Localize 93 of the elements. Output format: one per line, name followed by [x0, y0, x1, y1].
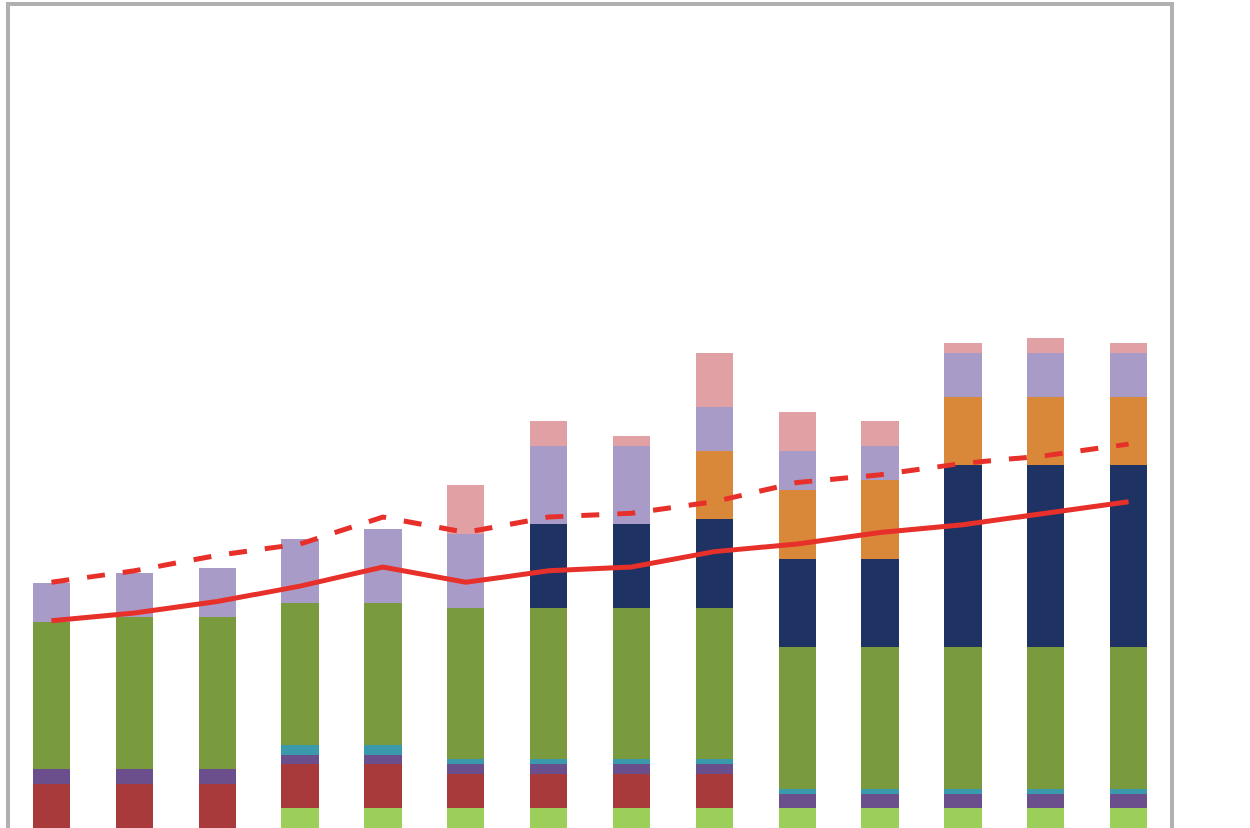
bar	[695, 764, 733, 775]
bar	[529, 759, 568, 765]
bar	[944, 465, 982, 647]
bar	[529, 524, 568, 608]
bar	[778, 411, 816, 451]
bar	[944, 646, 982, 789]
bar	[612, 436, 651, 446]
bar	[281, 602, 319, 745]
bar	[364, 744, 402, 755]
bar	[695, 774, 733, 809]
bar	[1109, 352, 1148, 397]
bar	[364, 529, 402, 603]
bar	[612, 764, 651, 775]
bar	[364, 754, 402, 765]
bar	[778, 450, 816, 490]
bar	[778, 788, 816, 794]
bar	[695, 406, 733, 451]
bar	[778, 646, 816, 789]
bar	[612, 607, 651, 760]
bar	[861, 808, 899, 828]
bar	[612, 524, 651, 608]
bar	[198, 783, 236, 828]
bar	[778, 793, 816, 809]
bar	[529, 764, 568, 775]
bar	[281, 764, 319, 809]
bar	[1109, 793, 1148, 809]
bar	[447, 534, 485, 608]
bar	[529, 607, 568, 760]
bar	[612, 759, 651, 765]
bar	[115, 617, 153, 770]
bar	[364, 602, 402, 745]
bar	[447, 759, 485, 765]
bar	[612, 774, 651, 809]
bar	[364, 808, 402, 828]
bar	[1027, 396, 1065, 466]
bar	[1027, 646, 1065, 789]
bar	[778, 489, 816, 559]
bar	[944, 396, 982, 466]
bar	[529, 421, 568, 446]
bar	[861, 788, 899, 794]
bar	[364, 764, 402, 809]
bar	[944, 808, 982, 828]
bar	[115, 783, 153, 828]
bar	[695, 450, 733, 520]
bar	[612, 808, 651, 828]
bar	[695, 759, 733, 765]
bar	[944, 788, 982, 794]
bar	[447, 764, 485, 775]
bar	[198, 617, 236, 770]
bar	[281, 754, 319, 765]
bar	[1027, 465, 1065, 647]
bar	[447, 485, 485, 535]
bar	[198, 769, 236, 784]
bar	[695, 352, 733, 407]
bar	[529, 445, 568, 525]
bar	[281, 744, 319, 755]
bar	[695, 808, 733, 828]
bar	[861, 793, 899, 809]
bar	[1109, 465, 1148, 647]
bar	[281, 808, 319, 828]
bar	[861, 480, 899, 559]
bar	[1027, 808, 1065, 828]
bar	[778, 558, 816, 647]
bar	[447, 808, 485, 828]
bar	[944, 793, 982, 809]
bar	[1109, 342, 1148, 353]
bar	[32, 583, 71, 623]
bar	[612, 445, 651, 525]
bar	[1027, 338, 1065, 353]
bar	[695, 607, 733, 760]
bar	[115, 769, 153, 784]
bar	[32, 622, 71, 770]
bar	[778, 808, 816, 828]
bar	[861, 421, 899, 446]
bar	[944, 352, 982, 397]
bar	[861, 646, 899, 789]
bar	[529, 808, 568, 828]
bar	[447, 607, 485, 760]
bar	[695, 519, 733, 608]
bar	[861, 558, 899, 647]
bar	[447, 774, 485, 809]
bar	[1109, 646, 1148, 789]
bar	[1027, 352, 1065, 397]
bar	[1027, 788, 1065, 794]
bar	[32, 783, 71, 828]
bar	[1109, 808, 1148, 828]
bar	[1109, 396, 1148, 466]
bar	[32, 769, 71, 784]
bar	[944, 342, 982, 353]
bar	[1027, 793, 1065, 809]
bar	[529, 774, 568, 809]
bar	[1109, 788, 1148, 794]
bar	[861, 445, 899, 481]
